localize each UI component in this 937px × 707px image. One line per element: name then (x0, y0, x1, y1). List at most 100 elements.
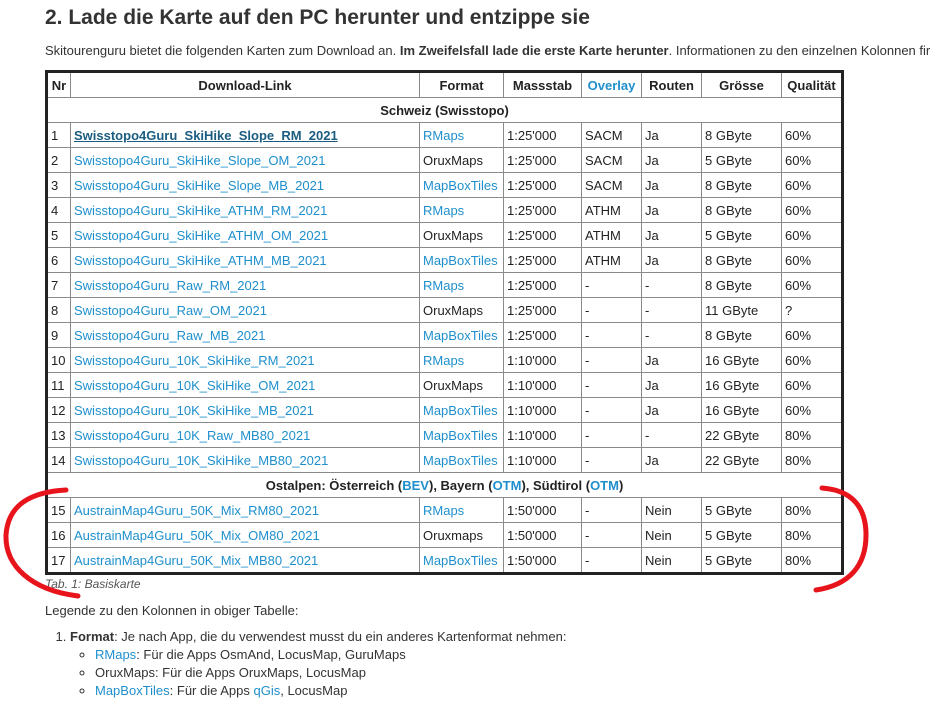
cell-text: 5 GByte (705, 527, 752, 543)
table-cell: 2 (46, 147, 71, 173)
download-link[interactable]: Swisstopo4Guru_SkiHike_ATHM_MB_2021 (74, 252, 327, 268)
header-text: Massstab (512, 77, 573, 93)
table-cell: 8 GByte (701, 272, 782, 298)
table-cell: Nein (641, 522, 702, 548)
download-link[interactable]: Swisstopo4Guru_10K_SkiHike_MB_2021 (74, 402, 314, 418)
table-cell: 1:25'000 (503, 122, 582, 148)
table-cell: 8 GByte (701, 322, 782, 348)
link[interactable]: RMaps (423, 202, 465, 218)
intro: Skitourenguru bietet die folgenden Karte… (45, 43, 937, 58)
cell-text: Ja (645, 452, 659, 468)
table-cell: 5 GByte (701, 222, 782, 248)
link[interactable]: OTM (590, 477, 619, 493)
cell-text: 80% (785, 502, 812, 518)
download-link[interactable]: Swisstopo4Guru_SkiHike_Slope_RM_2021 (74, 127, 338, 143)
download-link[interactable]: Swisstopo4Guru_SkiHike_Slope_MB_2021 (74, 177, 325, 193)
link[interactable]: MapBoxTiles (423, 177, 498, 193)
download-link[interactable]: Swisstopo4Guru_SkiHike_ATHM_OM_2021 (74, 227, 329, 243)
cell-text: ? (785, 302, 793, 318)
cell-text: 80% (785, 427, 812, 443)
cell-text: 1:25'000 (507, 252, 557, 268)
link[interactable]: BEV (402, 477, 429, 493)
link[interactable]: RMaps (423, 277, 465, 293)
download-link[interactable]: Swisstopo4Guru_Raw_RM_2021 (74, 277, 267, 293)
link[interactable]: MapBoxTiles (423, 452, 498, 468)
cell-text: 8 GByte (705, 277, 752, 293)
link[interactable]: MapBoxTiles (423, 427, 498, 443)
link[interactable]: RMaps (423, 127, 465, 143)
table-cell: Oruxmaps (419, 522, 504, 548)
download-link[interactable]: Swisstopo4Guru_10K_SkiHike_OM_2021 (74, 377, 316, 393)
header-text: Format (439, 77, 484, 93)
table-cell: - (581, 297, 642, 323)
cell-text: Ja (645, 127, 659, 143)
table-row: 7 Swisstopo4Guru_Raw_RM_2021 RMaps 1:25'000… (46, 272, 843, 298)
table-cell: 16 GByte (701, 397, 782, 423)
link[interactable]: RMaps (95, 647, 137, 662)
table-cell: - (641, 297, 702, 323)
download-link[interactable]: Swisstopo4Guru_10K_SkiHike_RM_2021 (74, 352, 315, 368)
table-cell: - (581, 372, 642, 398)
table-cell: - (641, 322, 702, 348)
download-link[interactable]: Swisstopo4Guru_SkiHike_ATHM_RM_2021 (74, 202, 328, 218)
table-cell: 9 (46, 322, 71, 348)
cell-text: 8 (51, 302, 59, 318)
link[interactable]: MapBoxTiles (423, 552, 498, 568)
cell-text: 9 (51, 327, 59, 343)
cell-text: 1:10'000 (507, 402, 557, 418)
download-link[interactable]: AustrainMap4Guru_50K_Mix_MB80_2021 (74, 552, 319, 568)
table-cell: 11 GByte (701, 297, 782, 323)
cell-text: 1:25'000 (507, 202, 557, 218)
table-cell: - (581, 522, 642, 548)
table-cell: 4 (46, 197, 71, 223)
cell-text: 5 (51, 227, 59, 243)
table-cell: MapBoxTiles (419, 422, 504, 448)
download-link[interactable]: Swisstopo4Guru_10K_SkiHike_MB80_2021 (74, 452, 329, 468)
header-text: Qualität (787, 77, 836, 93)
cell-text: Oruxmaps (423, 527, 483, 543)
link[interactable]: MapBoxTiles (423, 402, 498, 418)
table-cell: 5 GByte (701, 147, 782, 173)
table-cell: RMaps (419, 122, 504, 148)
table-row: 2 Swisstopo4Guru_SkiHike_Slope_OM_2021 Oru… (46, 147, 843, 173)
section-text: Ostalpen: Österreich ( (265, 477, 403, 493)
table-cell: 11 (46, 372, 71, 398)
cell-text: ATHM (585, 227, 621, 243)
cell-text: 1:10'000 (507, 452, 557, 468)
download-link[interactable]: Swisstopo4Guru_SkiHike_Slope_OM_2021 (74, 152, 326, 168)
cell-text: - (585, 552, 590, 568)
table-cell: 5 GByte (701, 522, 782, 548)
download-link[interactable]: AustrainMap4Guru_50K_Mix_OM80_2021 (74, 527, 320, 543)
cell-text: 1:10'000 (507, 352, 557, 368)
link[interactable]: Overlay (587, 77, 636, 93)
table-cell: Swisstopo4Guru_10K_Raw_MB80_2021 (70, 422, 420, 448)
table-cell: 80% (781, 547, 843, 574)
intro-rest: . Informationen zu den einzelnen Kolonne… (668, 43, 931, 58)
link[interactable]: OTM (492, 477, 522, 493)
link[interactable]: RMaps (423, 502, 465, 518)
link[interactable]: qGis (253, 683, 281, 698)
download-link[interactable]: Swisstopo4Guru_10K_Raw_MB80_2021 (74, 427, 311, 443)
cell-text: - (585, 527, 590, 543)
table-cell: ATHM (581, 197, 642, 223)
cell-text: 1:50'000 (507, 552, 557, 568)
table-cell: MapBoxTiles (419, 447, 504, 473)
table-cell: ATHM (581, 247, 642, 273)
table-cell: Ja (641, 397, 702, 423)
cell-text: 1:25'000 (507, 227, 557, 243)
section-cell: Schweiz (Swisstopo) (46, 97, 843, 123)
link[interactable]: RMaps (423, 352, 465, 368)
table-cell: - (581, 397, 642, 423)
link[interactable]: MapBoxTiles (423, 327, 498, 343)
cell-text: 80% (785, 527, 812, 543)
link[interactable]: MapBoxTiles (95, 683, 170, 698)
download-link[interactable]: Swisstopo4Guru_Raw_OM_2021 (74, 302, 267, 318)
table-cell: - (581, 322, 642, 348)
table-cell: 60% (781, 372, 843, 398)
link[interactable]: MapBoxTiles (423, 252, 498, 268)
section-row: Schweiz (Swisstopo) (46, 97, 843, 123)
download-link[interactable]: Swisstopo4Guru_Raw_MB_2021 (74, 327, 266, 343)
download-link[interactable]: AustrainMap4Guru_50K_Mix_RM80_2021 (74, 502, 319, 518)
legend-subitem: RMaps: Für die Apps OsmAnd, LocusMap, Gu… (95, 646, 566, 664)
table-cell: 60% (781, 322, 843, 348)
